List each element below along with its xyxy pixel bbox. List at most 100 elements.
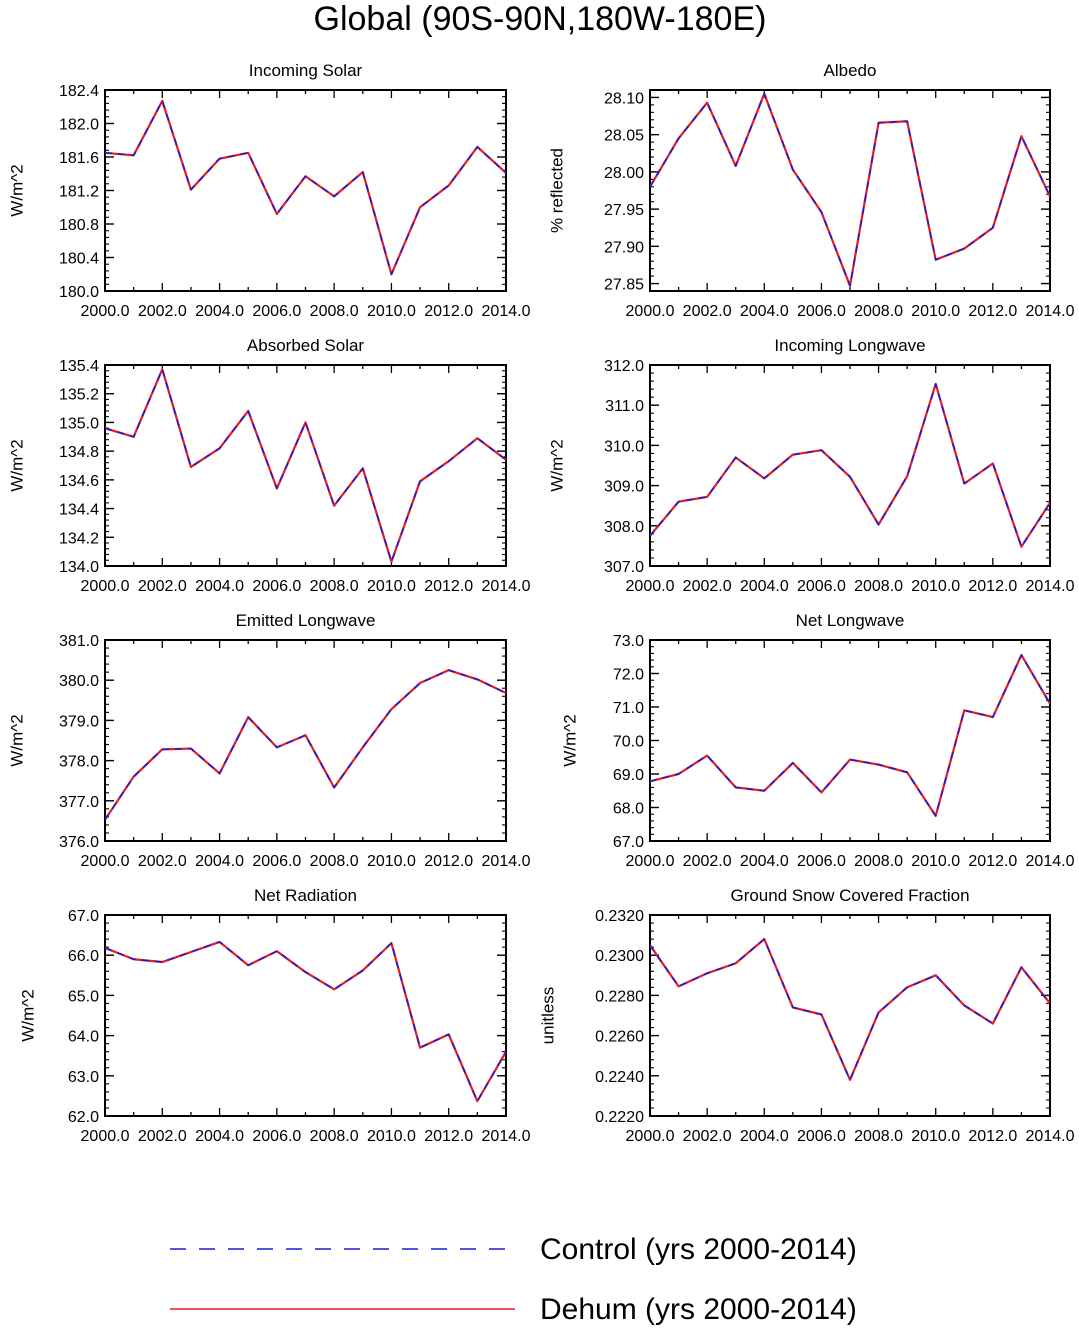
series-line-dehum (650, 382, 1050, 548)
series-line-dehum (105, 669, 506, 821)
series-line-control (105, 100, 506, 276)
y-tick-label: 135.0 (59, 415, 99, 432)
y-tick-label: 378.0 (59, 754, 99, 771)
y-tick-label: 0.2280 (595, 988, 644, 1005)
panel-0: Incoming Solar W/m^2 2000.0 2002.0 2004.0 200… (7, 61, 530, 320)
x-tick-label: 2004.0 (740, 303, 789, 320)
x-tick-label: 2010.0 (911, 303, 960, 320)
y-tick-label: 135.4 (59, 358, 99, 375)
y-tick-label: 66.0 (68, 948, 99, 965)
x-tick-label: 2008.0 (310, 578, 359, 595)
plot-frame (649, 639, 1051, 842)
y-tick-label: 182.4 (59, 83, 99, 100)
x-tick-label: 2014.0 (1026, 1128, 1075, 1145)
y-tick-label: 135.2 (59, 387, 99, 404)
panel-title: Net Radiation (254, 886, 357, 905)
x-tick-label: 2004.0 (740, 578, 789, 595)
y-tick-label: 28.05 (604, 128, 644, 145)
y-tick-label: 27.90 (604, 239, 644, 256)
x-tick-label: 2004.0 (195, 303, 244, 320)
y-tick-label: 70.0 (613, 734, 644, 751)
y-tick-label: 0.2240 (595, 1069, 644, 1086)
x-tick-label: 2010.0 (367, 853, 416, 870)
y-tick-label: 380.0 (59, 673, 99, 690)
panel-3: Incoming Longwave W/m^2 2000.0 2002.0 2004.0… (547, 336, 1074, 595)
y-tick-label: 27.85 (604, 277, 644, 294)
legend: Control (yrs 2000-2014) Dehum (yrs 2000-… (170, 1233, 857, 1326)
y-axis-label: W/m^2 (18, 989, 37, 1041)
legend-dehum-label: Dehum (yrs 2000-2014) (540, 1293, 857, 1326)
x-tick-label: 2002.0 (683, 1128, 732, 1145)
y-tick-label: 73.0 (613, 633, 644, 650)
x-tick-label: 2000.0 (626, 1128, 675, 1145)
x-tick-label: 2002.0 (683, 853, 732, 870)
x-tick-label: 2006.0 (252, 853, 301, 870)
y-tick-label: 134.6 (59, 473, 99, 490)
y-tick-label: 0.2300 (595, 948, 644, 965)
panel-title: Incoming Solar (249, 61, 363, 80)
plot-frame (649, 89, 1051, 292)
x-tick-label: 2008.0 (854, 303, 903, 320)
y-tick-label: 71.0 (613, 700, 644, 717)
x-tick-label: 2004.0 (195, 1128, 244, 1145)
x-tick-label: 2014.0 (1026, 303, 1075, 320)
x-tick-label: 2000.0 (626, 853, 675, 870)
x-tick-label: 2004.0 (740, 1128, 789, 1145)
y-tick-label: 181.6 (59, 150, 99, 167)
x-tick-label: 2008.0 (854, 853, 903, 870)
panel-6: Net Radiation W/m^2 2000.0 2002.0 2004.0 2006… (18, 886, 530, 1145)
x-tick-label: 2006.0 (797, 303, 846, 320)
x-tick-label: 2014.0 (1026, 578, 1075, 595)
y-tick-label: 376.0 (59, 834, 99, 851)
y-tick-label: 180.0 (59, 284, 99, 301)
y-tick-label: 311.0 (605, 398, 644, 415)
x-tick-label: 2008.0 (854, 1128, 903, 1145)
panel-title: Incoming Longwave (774, 336, 925, 355)
x-tick-label: 2000.0 (626, 578, 675, 595)
y-tick-label: 309.0 (604, 479, 644, 496)
x-tick-label: 2006.0 (797, 1128, 846, 1145)
y-tick-label: 65.0 (68, 988, 99, 1005)
x-tick-label: 2002.0 (138, 853, 187, 870)
panel-title: Albedo (824, 61, 877, 80)
x-tick-label: 2002.0 (138, 303, 187, 320)
series-line-dehum (650, 92, 1050, 287)
x-tick-label: 2006.0 (252, 303, 301, 320)
x-tick-label: 2012.0 (424, 578, 473, 595)
y-tick-label: 62.0 (68, 1109, 99, 1126)
x-tick-label: 2010.0 (911, 1128, 960, 1145)
x-tick-label: 2000.0 (626, 303, 675, 320)
x-tick-label: 2010.0 (367, 303, 416, 320)
y-axis-label: unitless (538, 987, 557, 1045)
series-line-control (650, 383, 1050, 548)
x-tick-label: 2014.0 (482, 578, 531, 595)
y-tick-label: 310.0 (604, 438, 644, 455)
x-tick-label: 2000.0 (81, 1128, 130, 1145)
y-tick-label: 28.10 (604, 90, 644, 107)
plot-frame (104, 89, 507, 292)
y-tick-label: 63.0 (68, 1069, 99, 1086)
figure-title: Global (90S-90N,180W-180E) (314, 0, 767, 38)
panel-7: Ground Snow Covered Fraction unitless 2000… (538, 886, 1074, 1145)
y-axis-label: W/m^2 (7, 714, 26, 766)
y-tick-label: 134.0 (59, 559, 99, 576)
x-tick-label: 2002.0 (138, 578, 187, 595)
x-tick-label: 2000.0 (81, 853, 130, 870)
y-tick-label: 28.00 (604, 165, 644, 182)
x-tick-label: 2006.0 (797, 853, 846, 870)
x-tick-label: 2010.0 (367, 1128, 416, 1145)
series-line-dehum (650, 653, 1050, 817)
x-tick-label: 2000.0 (81, 303, 130, 320)
y-tick-label: 27.95 (604, 202, 644, 219)
x-tick-label: 2010.0 (367, 578, 416, 595)
y-tick-label: 72.0 (613, 667, 644, 684)
x-tick-label: 2002.0 (138, 1128, 187, 1145)
x-tick-label: 2012.0 (424, 303, 473, 320)
x-tick-label: 2012.0 (968, 1128, 1017, 1145)
x-tick-label: 2004.0 (195, 578, 244, 595)
series-line-dehum (650, 938, 1050, 1081)
series-line-control (105, 368, 506, 563)
series-line-dehum (105, 940, 506, 1103)
y-axis-label: % reflected (547, 148, 566, 233)
